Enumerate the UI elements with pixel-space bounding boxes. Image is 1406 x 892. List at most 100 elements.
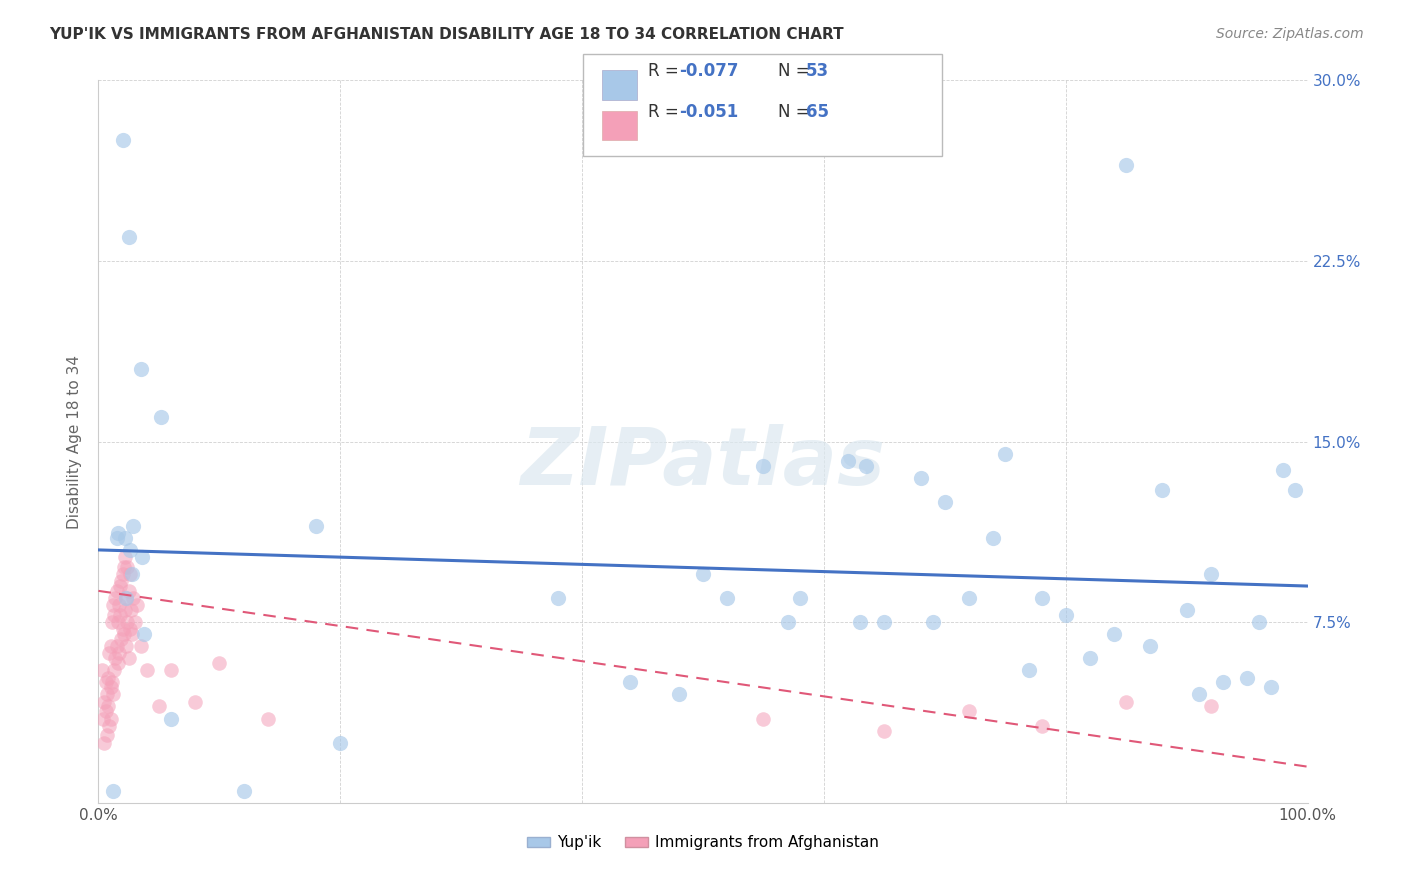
Point [1102,627,1125,641]
Point [1175,603,1198,617]
Point [789,591,811,606]
Point [91,664,114,678]
Text: -0.077: -0.077 [679,62,738,80]
Point [103,664,125,678]
Point [115,639,138,653]
Point [692,567,714,582]
Point [127,599,149,613]
Point [1272,463,1295,477]
Point [93,695,115,709]
Point [716,591,738,606]
Point [668,687,690,701]
Point [107,656,129,670]
Point [107,526,129,541]
Point [115,591,138,606]
Point [921,615,943,630]
Point [184,695,207,709]
Point [104,591,127,606]
Text: YUP'IK VS IMMIGRANTS FROM AFGHANISTAN DISABILITY AGE 18 TO 34 CORRELATION CHART: YUP'IK VS IMMIGRANTS FROM AFGHANISTAN DI… [49,27,844,42]
Text: R =: R = [648,62,685,80]
Point [873,723,896,738]
Point [1199,567,1222,582]
Text: R =: R = [648,103,685,120]
Point [97,671,120,685]
Point [94,704,117,718]
Point [115,591,138,606]
Text: ZIPatlas: ZIPatlas [520,425,886,502]
Point [118,230,141,244]
Point [1260,680,1282,694]
Point [981,531,1004,545]
Point [108,607,131,622]
Point [111,623,134,637]
Point [118,623,141,637]
Point [849,615,872,630]
Point [114,531,136,545]
Point [94,675,117,690]
Point [110,574,132,589]
Point [934,494,956,508]
Point [105,583,128,598]
Point [114,603,136,617]
Point [114,550,136,565]
Point [1188,687,1211,701]
Point [91,712,114,726]
Point [101,784,124,798]
Text: 53: 53 [806,62,828,80]
Text: N =: N = [778,103,814,120]
Point [1152,483,1174,497]
Point [134,627,156,641]
Point [101,599,124,613]
Point [121,627,143,641]
Point [97,699,120,714]
Point [112,559,135,574]
Point [104,651,127,665]
Point [1031,591,1053,606]
Point [118,651,141,665]
Point [122,519,145,533]
Text: N =: N = [778,62,814,80]
Point [107,615,129,630]
Point [122,591,145,606]
Point [1249,615,1271,630]
Point [100,680,122,694]
Point [957,591,980,606]
Legend: Yup'ik, Immigrants from Afghanistan: Yup'ik, Immigrants from Afghanistan [520,830,886,856]
Point [124,615,146,630]
Point [93,735,115,749]
Point [855,458,877,473]
Point [910,471,932,485]
Point [1031,719,1053,733]
Point [1115,695,1137,709]
Point [752,712,775,726]
Point [232,784,254,798]
Point [108,647,131,661]
Point [1236,671,1258,685]
Point [111,567,134,582]
Point [103,607,125,622]
Point [111,133,134,147]
Point [160,712,183,726]
Point [108,599,131,613]
Point [96,687,118,701]
Point [100,712,122,726]
Point [1018,664,1040,678]
Point [108,579,131,593]
Point [96,728,118,742]
Point [117,559,139,574]
Point [150,410,173,425]
Point [120,603,142,617]
Text: -0.051: -0.051 [679,103,738,120]
Point [118,583,141,598]
Point [256,712,278,726]
Point [135,664,157,678]
Point [131,550,153,565]
Point [98,719,121,733]
Point [957,704,980,718]
Point [98,647,121,661]
Point [1054,607,1077,622]
Point [776,615,799,630]
Point [118,567,141,582]
Point [994,446,1017,460]
Point [1199,699,1222,714]
